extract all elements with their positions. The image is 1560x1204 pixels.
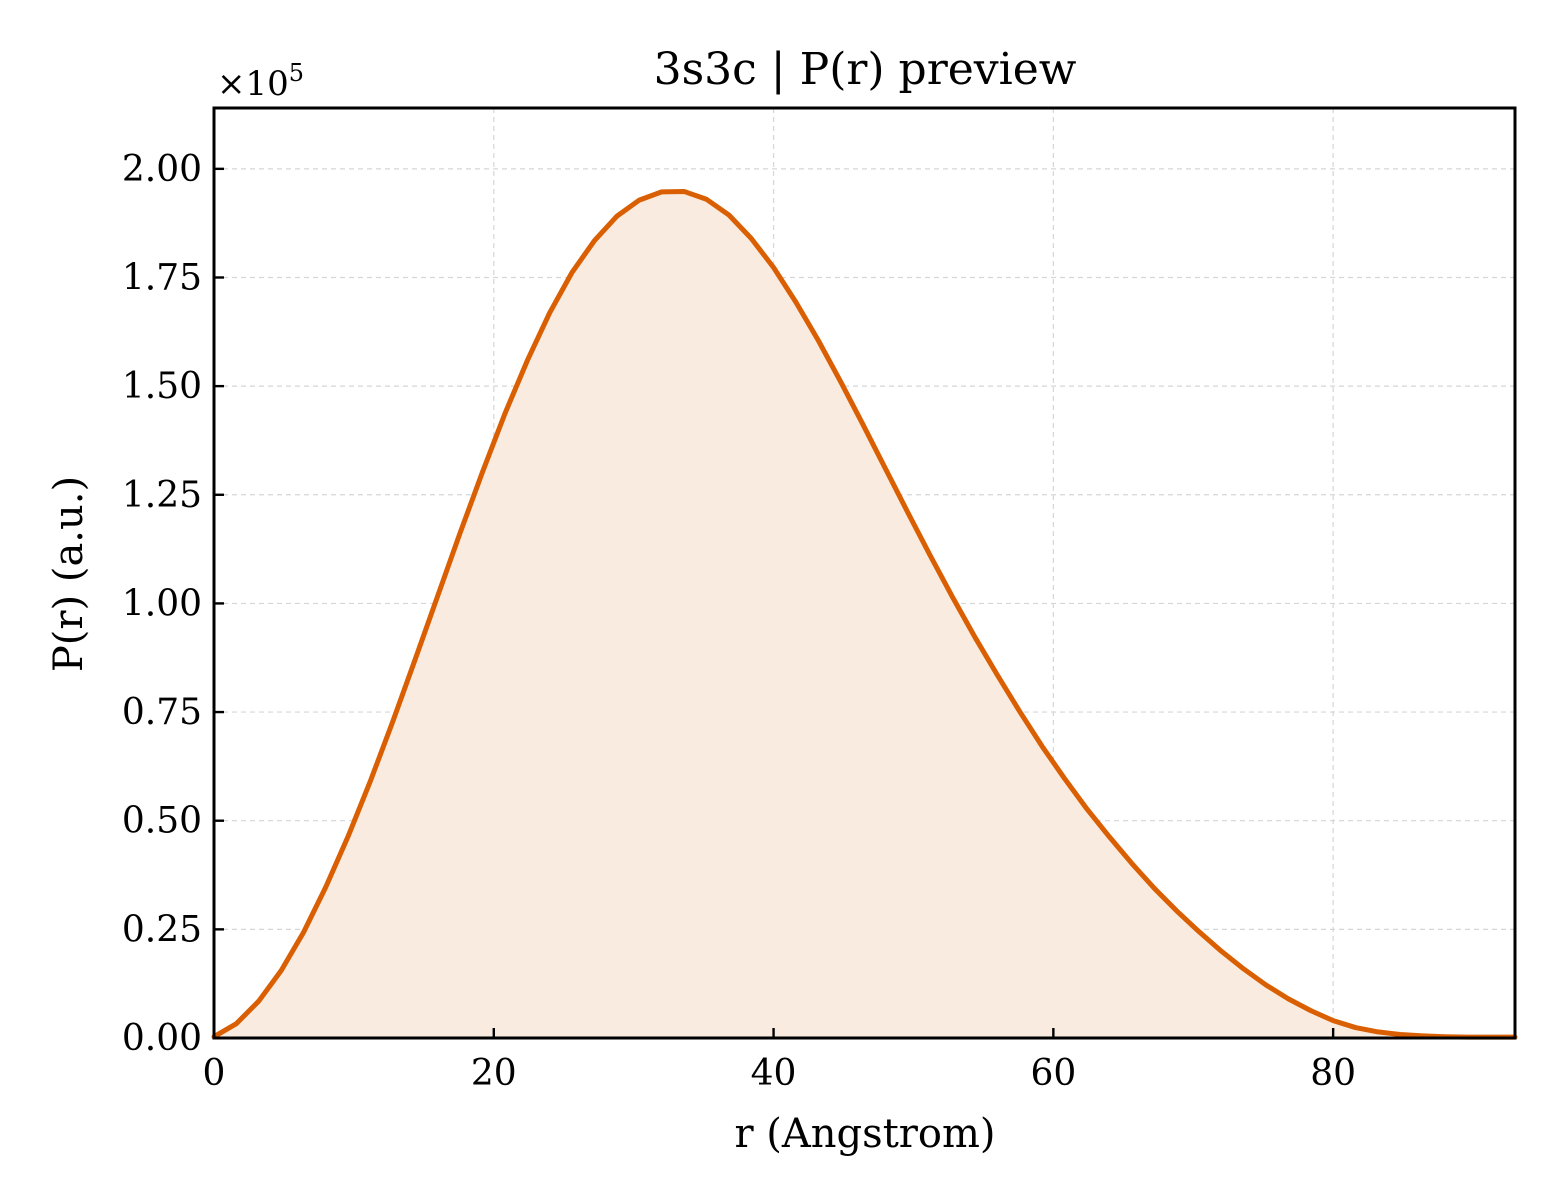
x-tick-label-2: 40 <box>751 1053 797 1094</box>
y-multiplier: ×105 <box>217 59 304 104</box>
y-tick-label-0: 0.00 <box>122 1018 202 1059</box>
y-multiplier-base: ×10 <box>217 64 289 104</box>
chart-title: 3s3c | P(r) preview <box>654 44 1077 95</box>
y-tick-label-2: 0.50 <box>122 801 202 842</box>
y-tick-label-7: 1.75 <box>122 257 202 298</box>
plot-frame <box>212 106 1517 1040</box>
y-tick-label-3: 0.75 <box>122 692 202 733</box>
x-tick-label-0: 0 <box>203 1053 226 1094</box>
x-tick-label-1: 20 <box>471 1053 517 1094</box>
y-multiplier-exponent: 5 <box>289 59 304 87</box>
series-line <box>211 188 1518 1040</box>
x-tick-label-3: 60 <box>1030 1053 1076 1094</box>
y-axis-label: P(r) (a.u.) <box>46 476 92 672</box>
area-fill <box>214 191 1515 1038</box>
tick-label-layer: 0 20 40 60 80 0.00 0.25 0.50 0.75 1.00 1.25 1.50 1.7… <box>122 149 1356 1094</box>
y-tick-label-1: 0.25 <box>122 909 202 950</box>
y-tick-label-8: 2.00 <box>122 149 202 190</box>
y-tick-label-5: 1.25 <box>122 475 202 516</box>
y-tick-label-4: 1.00 <box>122 583 202 624</box>
tick-layer <box>212 167 1335 1040</box>
x-axis-label: r (Angstrom) <box>734 1111 995 1157</box>
y-tick-label-6: 1.50 <box>122 366 202 407</box>
x-tick-label-4: 80 <box>1310 1053 1356 1094</box>
